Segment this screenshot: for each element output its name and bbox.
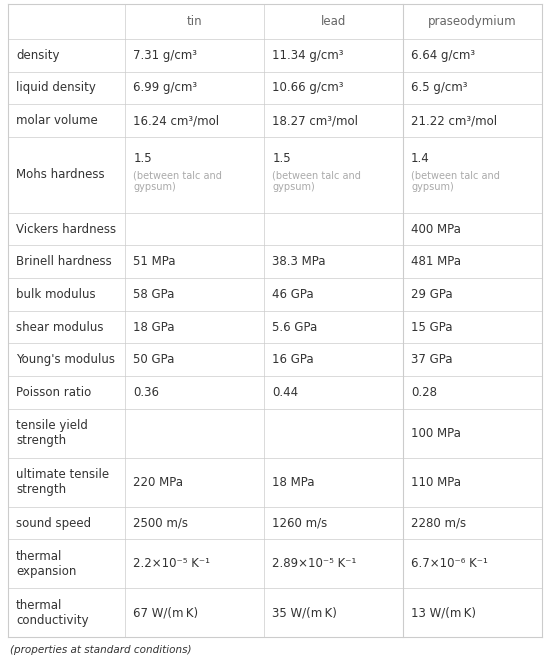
- Text: Vickers hardness: Vickers hardness: [16, 223, 116, 235]
- Text: shear modulus: shear modulus: [16, 321, 104, 334]
- Text: ultimate tensile
strength: ultimate tensile strength: [16, 468, 109, 496]
- Text: sound speed: sound speed: [16, 516, 91, 530]
- Text: Brinell hardness: Brinell hardness: [16, 255, 112, 268]
- Text: 21.22 cm³/mol: 21.22 cm³/mol: [411, 114, 497, 127]
- Text: 1260 m/s: 1260 m/s: [272, 516, 328, 530]
- Text: 18.27 cm³/mol: 18.27 cm³/mol: [272, 114, 358, 127]
- Text: (properties at standard conditions): (properties at standard conditions): [10, 645, 192, 655]
- Text: Mohs hardness: Mohs hardness: [16, 168, 105, 181]
- Text: praseodymium: praseodymium: [428, 15, 517, 28]
- Text: thermal
conductivity: thermal conductivity: [16, 599, 88, 627]
- Text: 6.7×10⁻⁶ K⁻¹: 6.7×10⁻⁶ K⁻¹: [411, 558, 488, 570]
- Text: 400 MPa: 400 MPa: [411, 223, 461, 235]
- Text: density: density: [16, 49, 60, 62]
- Text: 11.34 g/cm³: 11.34 g/cm³: [272, 49, 344, 62]
- Text: 51 MPa: 51 MPa: [133, 255, 176, 268]
- Text: 18 GPa: 18 GPa: [133, 321, 175, 334]
- Text: 29 GPa: 29 GPa: [411, 288, 453, 301]
- Text: 38.3 MPa: 38.3 MPa: [272, 255, 326, 268]
- Text: thermal
expansion: thermal expansion: [16, 550, 76, 578]
- Text: 0.44: 0.44: [272, 386, 299, 399]
- Text: 15 GPa: 15 GPa: [411, 321, 453, 334]
- Text: 67 W/(m K): 67 W/(m K): [133, 606, 199, 620]
- Text: 50 GPa: 50 GPa: [133, 354, 175, 366]
- Text: molar volume: molar volume: [16, 114, 98, 127]
- Text: tin: tin: [187, 15, 203, 28]
- Text: 1.5: 1.5: [133, 151, 152, 165]
- Text: 16.24 cm³/mol: 16.24 cm³/mol: [133, 114, 219, 127]
- Text: 481 MPa: 481 MPa: [411, 255, 461, 268]
- Text: 110 MPa: 110 MPa: [411, 476, 461, 489]
- Text: bulk modulus: bulk modulus: [16, 288, 96, 301]
- Text: (between talc and
gypsum): (between talc and gypsum): [272, 170, 361, 191]
- Text: 100 MPa: 100 MPa: [411, 427, 461, 440]
- Text: 13 W/(m K): 13 W/(m K): [411, 606, 476, 620]
- Text: 2500 m/s: 2500 m/s: [133, 516, 188, 530]
- Text: 220 MPa: 220 MPa: [133, 476, 183, 489]
- Text: tensile yield
strength: tensile yield strength: [16, 420, 88, 448]
- Text: 58 GPa: 58 GPa: [133, 288, 175, 301]
- Text: 1.5: 1.5: [272, 151, 291, 165]
- Text: Young's modulus: Young's modulus: [16, 354, 115, 366]
- Text: 2280 m/s: 2280 m/s: [411, 516, 466, 530]
- Text: (between talc and
gypsum): (between talc and gypsum): [133, 170, 222, 191]
- Text: 0.36: 0.36: [133, 386, 159, 399]
- Text: lead: lead: [321, 15, 346, 28]
- Text: 6.64 g/cm³: 6.64 g/cm³: [411, 49, 475, 62]
- Text: 37 GPa: 37 GPa: [411, 354, 453, 366]
- Text: 46 GPa: 46 GPa: [272, 288, 314, 301]
- Text: 16 GPa: 16 GPa: [272, 354, 314, 366]
- Text: 0.28: 0.28: [411, 386, 437, 399]
- Text: liquid density: liquid density: [16, 81, 96, 95]
- Text: 1.4: 1.4: [411, 151, 430, 165]
- Text: Poisson ratio: Poisson ratio: [16, 386, 91, 399]
- Text: (between talc and
gypsum): (between talc and gypsum): [411, 170, 500, 191]
- Text: 5.6 GPa: 5.6 GPa: [272, 321, 318, 334]
- Text: 2.89×10⁻⁵ K⁻¹: 2.89×10⁻⁵ K⁻¹: [272, 558, 357, 570]
- Text: 6.5 g/cm³: 6.5 g/cm³: [411, 81, 468, 95]
- Text: 6.99 g/cm³: 6.99 g/cm³: [133, 81, 198, 95]
- Text: 18 MPa: 18 MPa: [272, 476, 315, 489]
- Text: 10.66 g/cm³: 10.66 g/cm³: [272, 81, 344, 95]
- Text: 2.2×10⁻⁵ K⁻¹: 2.2×10⁻⁵ K⁻¹: [133, 558, 210, 570]
- Text: 7.31 g/cm³: 7.31 g/cm³: [133, 49, 198, 62]
- Text: 35 W/(m K): 35 W/(m K): [272, 606, 337, 620]
